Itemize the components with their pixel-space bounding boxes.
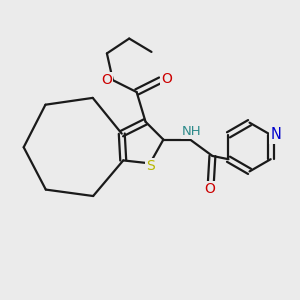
Text: NH: NH bbox=[182, 125, 201, 138]
Text: S: S bbox=[146, 159, 155, 173]
Text: O: O bbox=[101, 73, 112, 87]
Text: N: N bbox=[271, 127, 281, 142]
Text: O: O bbox=[161, 72, 172, 86]
Text: O: O bbox=[204, 182, 215, 196]
